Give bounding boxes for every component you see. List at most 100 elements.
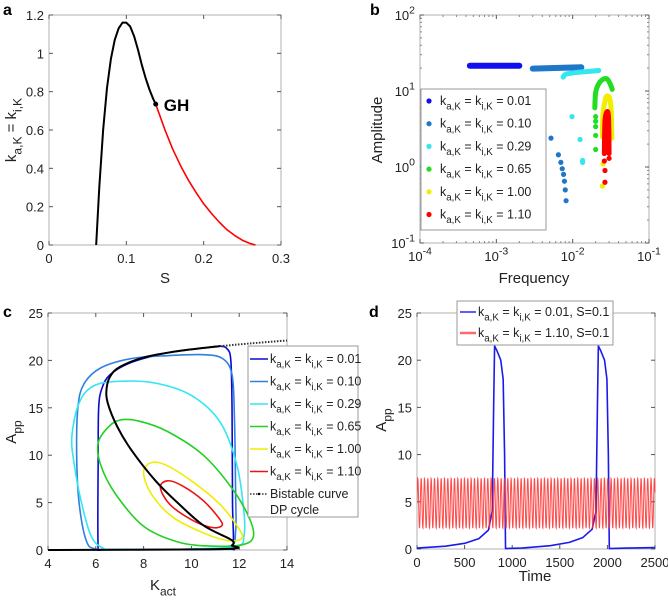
text-part: S (160, 270, 170, 287)
series-k-a-k-k-i-k-0.29 (70, 380, 246, 551)
y-tick-label: 5 (405, 495, 412, 510)
text-part: a,K (276, 405, 291, 416)
text-part: k (440, 94, 447, 108)
data-point (599, 183, 605, 189)
text-part: i,K (519, 313, 531, 324)
text-part: A (3, 434, 20, 444)
panel-label: d (369, 304, 379, 321)
text-part: 500 (454, 555, 476, 570)
series-stable (95, 21, 157, 246)
series-k-a-k-k-i-k-1.10-s-0.1 (417, 476, 656, 530)
text-part: 15 (398, 400, 412, 415)
y-tick-label: 0 (405, 542, 412, 557)
text-part: 0.4 (26, 161, 44, 176)
series-layer (466, 62, 615, 204)
series-k-a-k-k-i-k-1.10-band (601, 109, 612, 157)
text-part: 0 (45, 251, 52, 266)
text-part: -4 (423, 246, 432, 258)
text-part: 0 (37, 238, 44, 253)
series-dp-cycle (219, 339, 288, 348)
text-part: 0.8 (26, 85, 44, 100)
text-part: 25 (398, 306, 412, 321)
legend-item: ka,K = ki,K = 1.10 (250, 465, 361, 483)
text-part: i,K (311, 427, 323, 438)
text-part: 10 (395, 84, 409, 99)
text-part: Bistable curve (270, 487, 349, 501)
x-axis-label: S (160, 270, 170, 287)
legend-label: ka,K = ki,K = 0.01, S=0.1 (478, 305, 609, 324)
text-part: = k (461, 162, 482, 176)
text-part: k (270, 420, 277, 434)
text-part: k (270, 465, 277, 479)
text-part: k (440, 139, 447, 153)
legend-item: ka,K = ki,K = 0.65 (250, 420, 362, 438)
text-part: 0 (409, 157, 415, 169)
legend-label: ka,K = ki,K = 0.29 (440, 139, 531, 158)
text-part: 20 (398, 353, 412, 368)
y-tick-label: 0.2 (26, 200, 44, 215)
legend-marker (426, 211, 432, 218)
y-tick-label: 25 (29, 306, 43, 321)
text-part: = 1.00 (493, 185, 532, 199)
text-part: = k (291, 397, 312, 411)
y-tick-label: 0.4 (26, 161, 44, 176)
y-axis-label: Amplitude (369, 97, 386, 164)
text-part: a,K (276, 360, 291, 371)
text-part: i,K (481, 124, 493, 135)
legend-box (456, 300, 614, 346)
legend-item: ka,K = ki,K = 0.29 (250, 397, 361, 416)
text-part: 2 (409, 5, 415, 17)
legend-marker (426, 143, 432, 149)
text-part: = 0.10 (493, 117, 532, 131)
text-part: k (478, 305, 485, 319)
text-part: 10 (391, 236, 405, 251)
panel-label: b (370, 2, 380, 19)
series-layer (95, 21, 256, 246)
text-part: -2 (575, 246, 584, 258)
text-part: -1 (406, 233, 415, 245)
text-part: Amplitude (369, 97, 386, 164)
text-part: 5 (36, 496, 43, 511)
text-part: = k (291, 442, 312, 456)
series-oscillatory (154, 103, 256, 246)
text-part: 0.6 (26, 123, 44, 138)
text-part: 0.2 (26, 200, 44, 215)
text-part: Frequency (499, 270, 570, 287)
text-part: = 0.01, S=0.1 (531, 305, 610, 319)
text-part: A (373, 422, 390, 432)
text-part: 0 (405, 542, 412, 557)
legend-label: ka,K = ki,K = 0.10 (440, 117, 531, 136)
text-part: = 0.65 (323, 420, 362, 434)
y-tick-label: 0.8 (26, 85, 44, 100)
text-part: = k (291, 420, 312, 434)
x-tick-label: 2500 (641, 555, 668, 570)
legend-label: ka,K = ki,K = 1.10, S=0.1 (478, 326, 609, 345)
gh-point (153, 101, 159, 107)
legend-item: ka,K = ki,K = 1.00 (250, 442, 361, 461)
x-tick-label: 0.3 (272, 251, 290, 266)
y-tick-label: 10-1 (391, 233, 415, 251)
text-part: 2500 (641, 555, 668, 570)
legend-label: ka,K = ki,K = 0.01 (270, 352, 361, 371)
x-tick-label: 10-4 (408, 246, 432, 264)
data-point (559, 166, 565, 172)
text-part: = 0.01 (323, 352, 362, 366)
series-k-a-k-k-i-k-1.10 (159, 479, 224, 529)
legend-label: ka,K = ki,K = 0.29 (270, 397, 361, 416)
text-part: = k (499, 305, 520, 319)
series-k-a-k-k-i-k-0.65-band (592, 75, 615, 111)
data-point (602, 167, 608, 174)
y-tick-label: 102 (395, 5, 415, 23)
x-axis-label: Frequency (499, 270, 570, 287)
series-k-a-k-k-i-k-1.00-band (599, 93, 615, 140)
series-bistable-curve (48, 345, 240, 551)
text-part: i,K (519, 334, 531, 345)
text-part: a,K (446, 215, 461, 226)
text-part: a,K (446, 102, 461, 113)
x-axis-label: Time (519, 568, 552, 585)
y-tick-label: 1.2 (26, 8, 44, 23)
data-point (593, 146, 599, 153)
y-tick-label: 20 (29, 353, 43, 368)
